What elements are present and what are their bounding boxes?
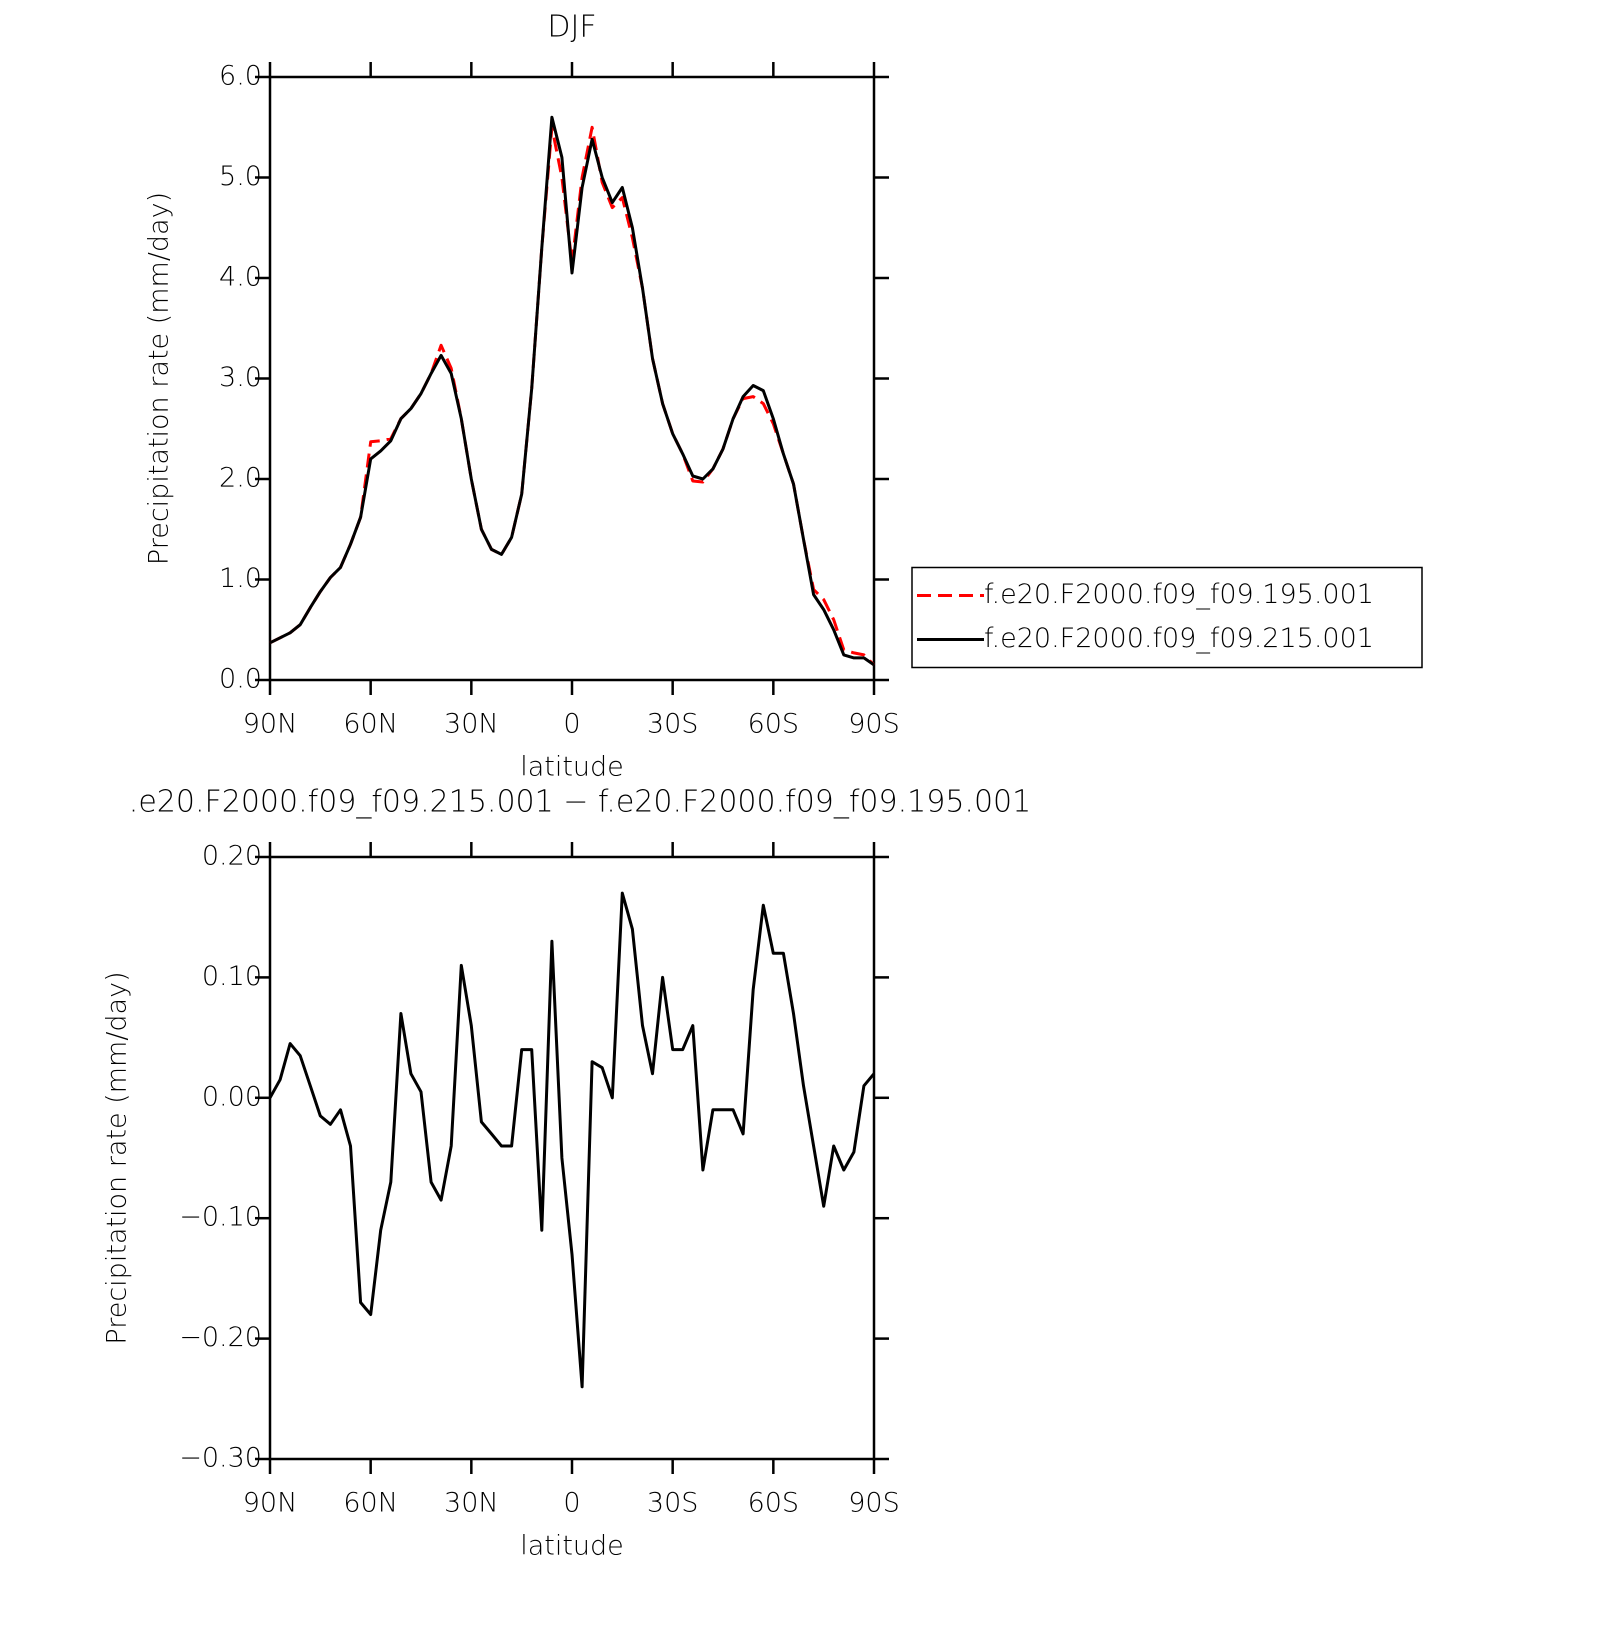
x-tick-label: 0 [563,1488,580,1519]
chart-title: .e20.F2000.f09_f09.215.001 − f.e20.F2000… [129,785,1031,820]
data-line [269,115,875,667]
y-tick-label: −0.10 [179,1202,262,1233]
legend-box [911,566,1423,669]
y-tick-label: 0.0 [219,664,262,695]
x-tick-label: 30N [444,1488,499,1519]
x-tick-label: 90N [243,1488,298,1519]
y-axis-label: Precipitation rate (mm/day) [102,971,133,1344]
x-axis-label: latitude [520,752,624,783]
y-tick-label: −0.20 [179,1322,262,1353]
y-tick-label: −0.30 [179,1443,262,1474]
x-tick-label: 30S [647,709,699,740]
plot-frame [268,855,876,1461]
legend-label: f.e20.F2000.f09_f09.215.001 [984,623,1374,654]
x-tick-label: 60S [748,709,800,740]
data-line [268,891,876,1389]
x-tick-label: 60N [343,709,398,740]
x-tick-label: 60S [748,1488,800,1519]
y-tick-label: 5.0 [219,161,262,192]
x-axis-label: latitude [520,1531,624,1562]
chart-title: DJF [547,10,596,45]
x-tick-label: 0 [563,709,580,740]
x-tick-label: 90N [243,709,298,740]
legend-label: f.e20.F2000.f09_f09.195.001 [984,579,1374,610]
plot-frame [268,75,876,682]
y-tick-label: 0.20 [202,841,262,872]
y-tick-label: 6.0 [219,61,262,92]
data-line [269,125,876,666]
y-tick-label: 0.00 [202,1081,262,1112]
x-tick-label: 90S [848,709,900,740]
y-tick-label: 4.0 [219,262,262,293]
y-axis-label: Precipitation rate (mm/day) [144,192,175,565]
x-tick-label: 90S [848,1488,900,1519]
x-tick-label: 30S [647,1488,699,1519]
y-tick-label: 1.0 [219,563,262,594]
x-tick-label: 30N [444,709,499,740]
y-tick-label: 0.10 [202,961,262,992]
y-tick-label: 2.0 [219,463,262,494]
y-tick-label: 3.0 [219,362,262,393]
x-tick-label: 60N [343,1488,398,1519]
